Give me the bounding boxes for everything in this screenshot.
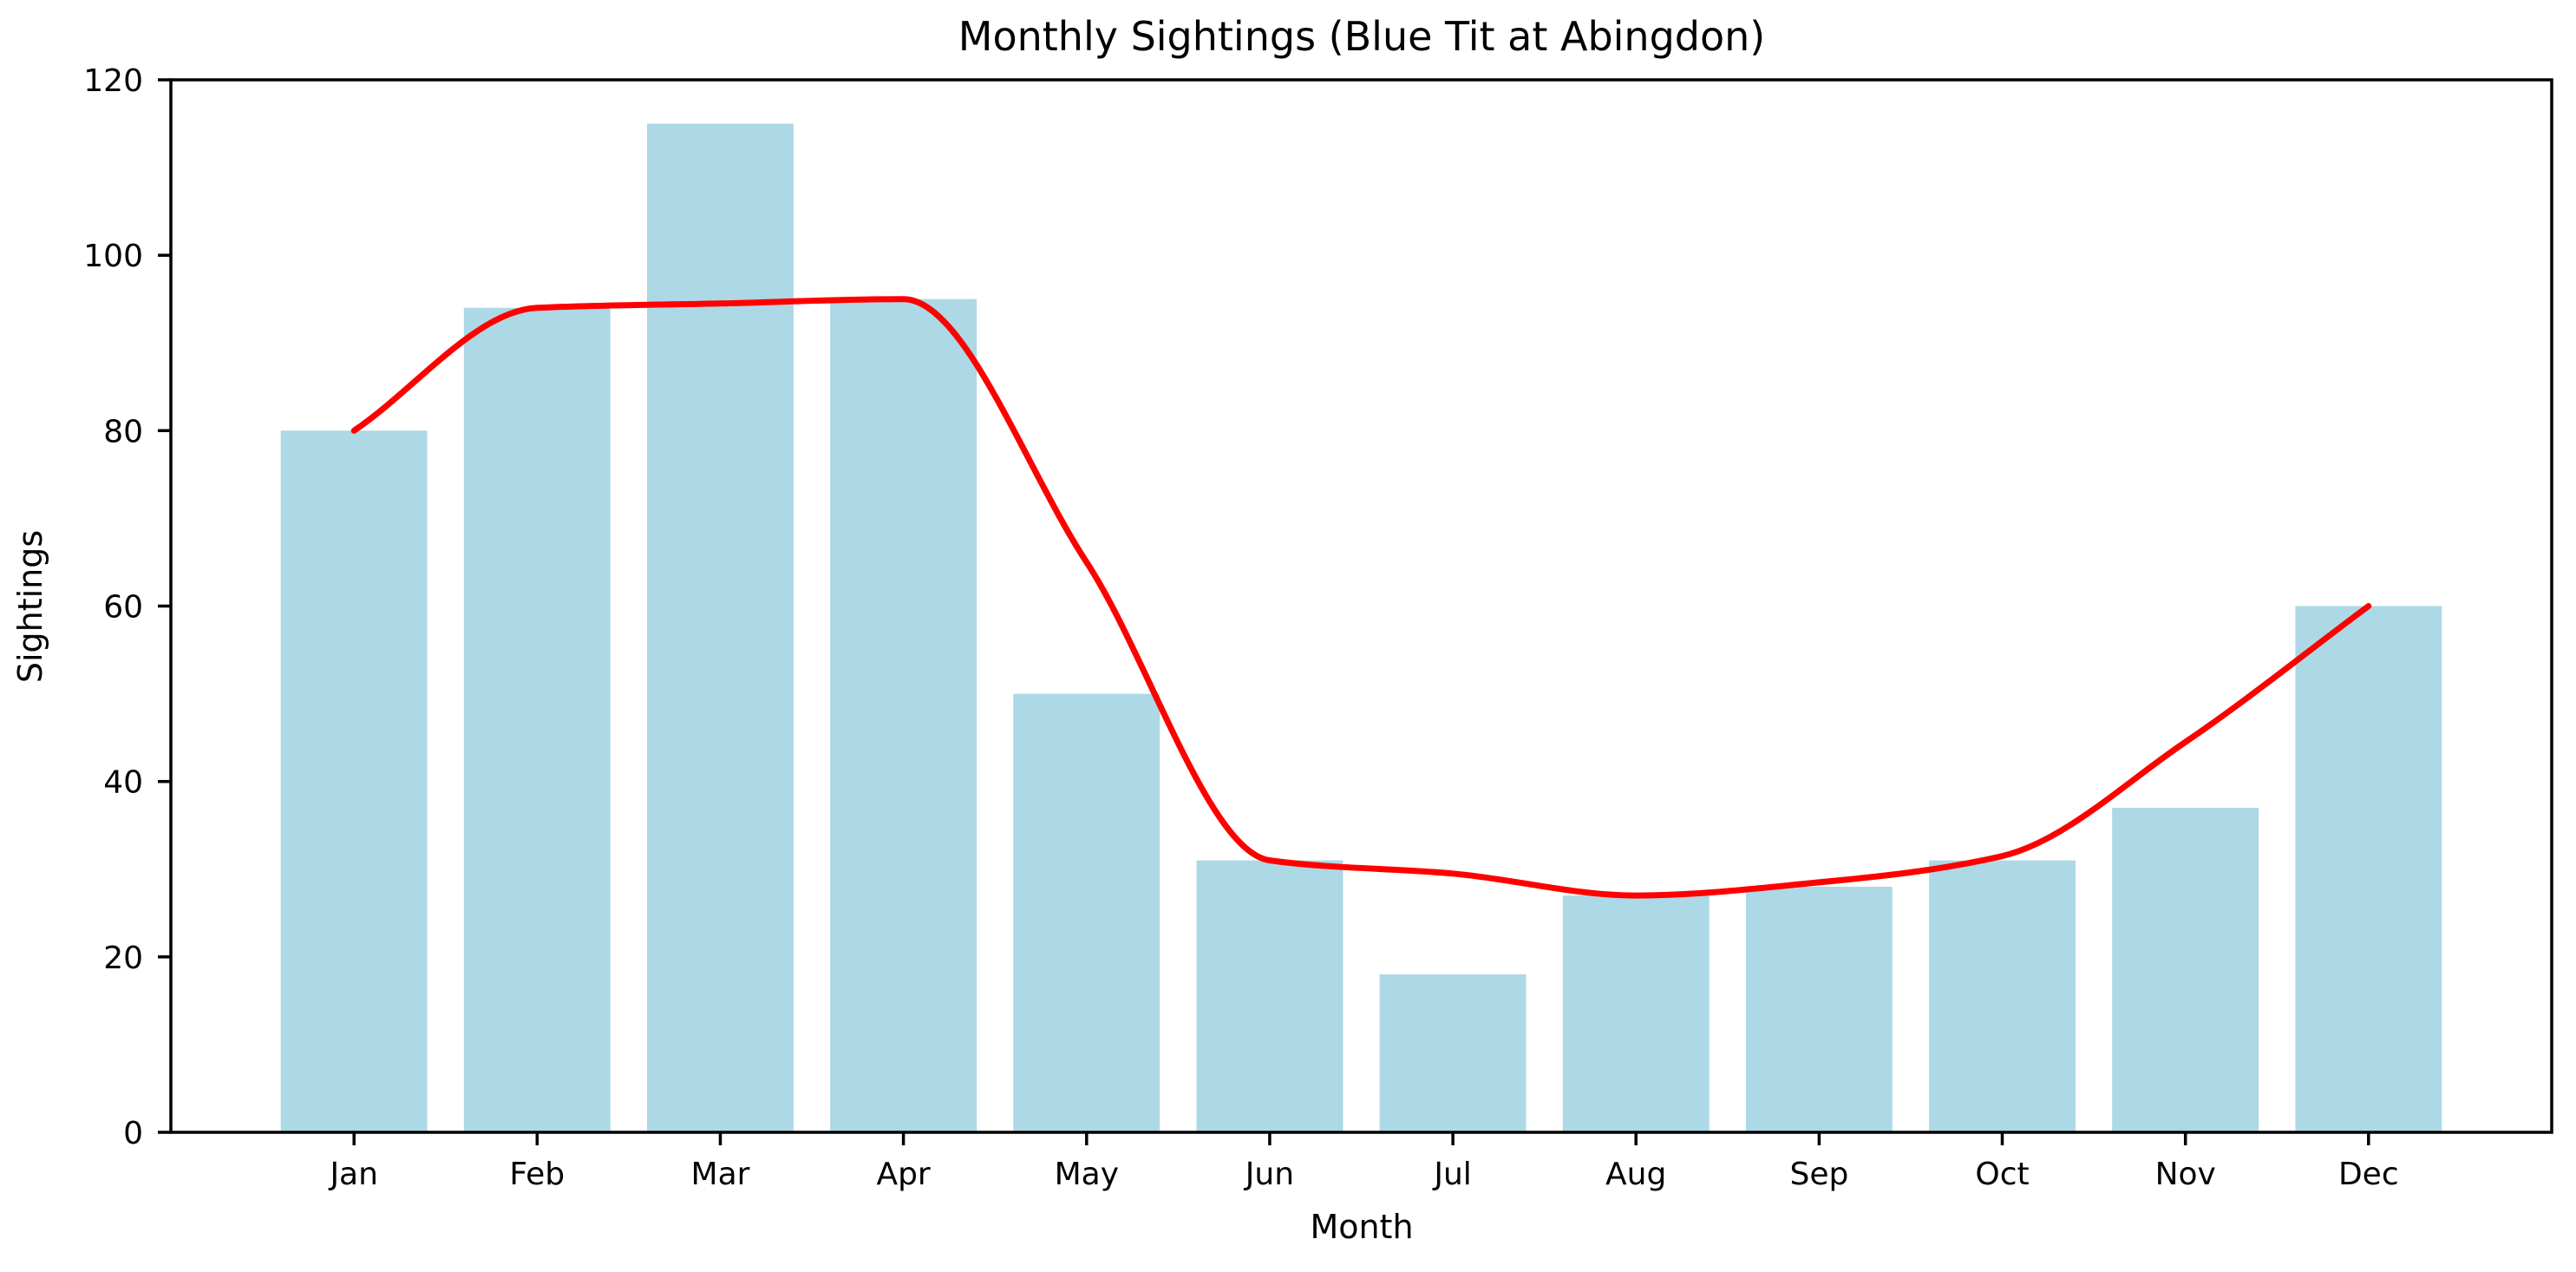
y-tick-label-100: 100 (83, 239, 143, 274)
bar-nov (2112, 808, 2259, 1132)
bar-jun (1196, 860, 1344, 1132)
x-tick-label-dec: Dec (2338, 1157, 2399, 1192)
bar-feb (463, 307, 611, 1132)
bar-apr (830, 298, 977, 1132)
bar-jan (280, 430, 428, 1132)
trend-line (350, 296, 2372, 899)
y-tick-label-0: 0 (123, 1116, 143, 1151)
y-axis-ticks: 0 20 40 60 80 100 120 (83, 63, 171, 1151)
x-tick-label-jun: Jun (1244, 1157, 1294, 1192)
y-tick-label-40: 40 (103, 765, 143, 801)
bar-may (1013, 693, 1161, 1132)
x-axis-ticks: Jan Feb Mar Apr May Jun Jul Aug Sep Oct Nov Dec (328, 1132, 2399, 1192)
y-tick-label-120: 120 (83, 63, 143, 99)
x-tick-label-feb: Feb (509, 1157, 565, 1192)
x-tick-label-jan: Jan (328, 1157, 378, 1192)
bar-oct (1929, 860, 2076, 1132)
x-axis-label: Month (1310, 1208, 1413, 1246)
bar-series (280, 123, 2442, 1132)
trend-line-series (350, 296, 2372, 899)
bar-aug (1562, 895, 1710, 1132)
x-tick-label-apr: Apr (876, 1157, 930, 1192)
y-axis-label: Sightings (11, 530, 49, 683)
y-tick-label-60: 60 (103, 590, 143, 626)
x-tick-label-aug: Aug (1605, 1157, 1666, 1192)
bar-mar (647, 123, 794, 1132)
chart-title: Monthly Sightings (Blue Tit at Abingdon) (958, 13, 1765, 60)
x-tick-label-jul: Jul (1432, 1157, 1471, 1192)
x-tick-label-may: May (1055, 1157, 1119, 1192)
x-tick-label-nov: Nov (2155, 1157, 2216, 1192)
bar-jul (1379, 974, 1527, 1132)
x-tick-label-sep: Sep (1789, 1157, 1848, 1192)
bar-sep (1745, 887, 1893, 1132)
bar-dec (2295, 606, 2442, 1132)
y-tick-label-20: 20 (103, 941, 143, 976)
x-tick-label-mar: Mar (691, 1157, 750, 1192)
x-tick-label-oct: Oct (1975, 1157, 2029, 1192)
y-tick-label-80: 80 (103, 414, 143, 449)
